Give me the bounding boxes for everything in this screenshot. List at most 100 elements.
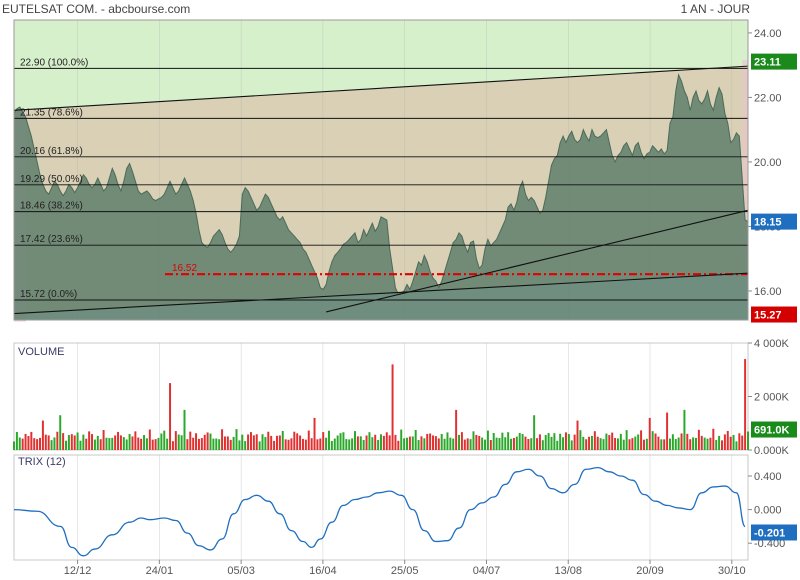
volume-bar [67, 435, 70, 450]
volume-bar [608, 435, 611, 450]
volume-bar [264, 437, 267, 450]
price-zone-right [742, 60, 748, 260]
volume-bar [374, 434, 377, 450]
volume-bar [108, 438, 111, 450]
volume-bar [631, 438, 634, 450]
volume-bar [169, 383, 172, 450]
support-level-label: 16.52 [172, 263, 197, 274]
volume-bar [316, 439, 319, 450]
chart-period: 1 AN - JOUR [681, 2, 751, 16]
volume-bar [645, 438, 648, 450]
volume-bar [726, 430, 729, 450]
volume-bar [137, 437, 140, 450]
price-badge-bg [751, 53, 797, 70]
volume-bar [79, 440, 82, 450]
volume-bar [443, 438, 446, 450]
volume-bar [50, 440, 53, 450]
volume-bar [310, 438, 313, 450]
volume-bar [452, 438, 455, 450]
price-panel: 22.90 (100.0%) 21.35 (78.6%) 20.16 (61.8%)… [13, 57, 749, 320]
volume-bar [336, 435, 339, 450]
volume-bar [400, 429, 403, 450]
volume-bar [668, 438, 671, 450]
volume-bar [365, 435, 368, 450]
volume-bar [36, 439, 39, 450]
volume-bar [391, 364, 394, 450]
price-y-tick-label: 16.00 [754, 286, 782, 298]
fib-level-label: 19.29 (50.0%) [20, 174, 83, 185]
volume-bar [345, 439, 348, 450]
volume-bar [41, 420, 44, 450]
volume-bar [62, 433, 65, 450]
trix-badge-bg [751, 524, 797, 541]
volume-bar [348, 439, 351, 450]
volume-bar [567, 433, 570, 450]
price-badge: 15.27 [754, 310, 782, 322]
volume-bar [15, 431, 18, 450]
volume-bar [221, 429, 224, 450]
volume-bar [434, 436, 437, 450]
volume-bar [226, 436, 229, 450]
volume-y-tick-label: 4 000K [754, 338, 790, 350]
volume-bar [489, 439, 492, 450]
x-tick-label: 16/04 [309, 565, 337, 577]
volume-bar [91, 434, 94, 450]
volume-bar [304, 439, 307, 450]
volume-bar [596, 436, 599, 450]
price-badge: 18.15 [754, 217, 782, 229]
volume-y-tick-label: 0.000K [754, 445, 790, 457]
volume-bar [637, 434, 640, 450]
volume-bar [47, 435, 50, 450]
volume-bar [339, 433, 342, 450]
volume-bar [689, 439, 692, 450]
volume-bar [657, 436, 660, 450]
volume-bar [287, 439, 290, 450]
price-y-tick-label: 24.00 [754, 28, 782, 40]
volume-bar [576, 420, 579, 450]
volume-bar [518, 432, 521, 450]
volume-bar [18, 437, 21, 450]
volume-bar [440, 433, 443, 450]
volume-bar [44, 434, 47, 450]
volume-bar [420, 436, 423, 450]
volume-bar [458, 434, 461, 450]
volume-bar [255, 434, 258, 450]
volume-bar [157, 437, 160, 450]
volume-bar [429, 433, 432, 450]
volume-bar [270, 435, 273, 450]
volume-bar [747, 431, 749, 450]
volume-bar [403, 438, 406, 450]
volume-bar [368, 432, 371, 450]
volume-bar [114, 435, 117, 450]
x-tick-label: 04/07 [473, 565, 501, 577]
volume-bar [466, 438, 469, 450]
trix-background [13, 454, 749, 561]
volume-bar [634, 436, 637, 450]
volume-bar [640, 430, 643, 450]
volume-bar [446, 432, 449, 450]
volume-bar [683, 409, 686, 450]
volume-bar [351, 438, 354, 450]
volume-bar [741, 435, 744, 450]
volume-bar [215, 438, 218, 450]
volume-bar [475, 434, 478, 450]
volume-bar [700, 435, 703, 450]
volume-bar [134, 431, 137, 450]
volume-bar [39, 437, 41, 450]
volume-bar [249, 432, 252, 450]
volume-bar [359, 436, 362, 450]
volume-bar [151, 439, 154, 450]
volume-bar [362, 440, 365, 450]
volume-bar [460, 432, 463, 450]
volume-bar [527, 438, 530, 450]
volume-bar [723, 434, 726, 450]
volume-bar [408, 436, 411, 450]
volume-bar [709, 437, 712, 450]
volume-bar [244, 441, 247, 450]
fib-level-label: 21.35 (78.6%) [20, 107, 83, 118]
volume-bar [426, 433, 429, 450]
volume-bar [411, 436, 414, 450]
volume-bar [59, 415, 62, 450]
trend-line [13, 65, 749, 111]
